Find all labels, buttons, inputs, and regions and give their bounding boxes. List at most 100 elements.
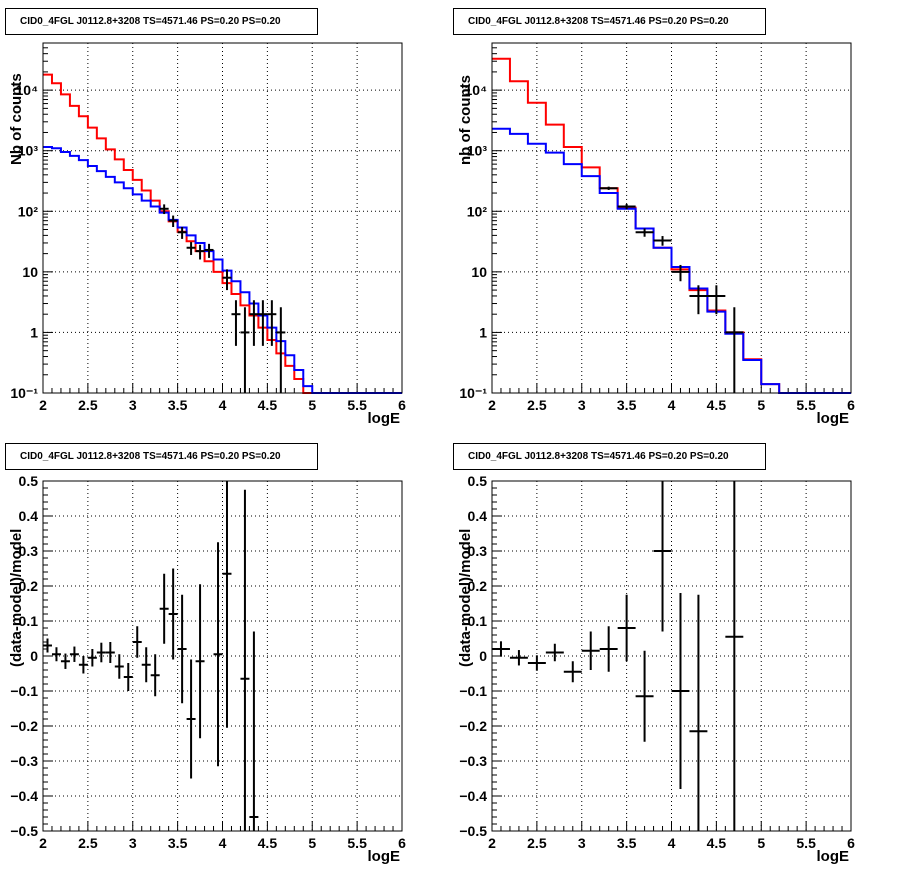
- y-tick-label: 10: [22, 264, 38, 280]
- data-point: [617, 203, 636, 210]
- y-tick-label: 0.1: [19, 613, 39, 629]
- plot-frame: [42, 480, 403, 832]
- x-tick-label: 2.5: [78, 835, 98, 851]
- plot-frame: [491, 480, 852, 832]
- x-tick-label: 4.5: [707, 397, 727, 413]
- chart-panel-2: 2 2.5 3 3.5 4 4.5 5 5.5 6 10⁻¹ 1 10 10² 10³ 10⁴: [459, 42, 855, 413]
- x-tick-label: 5: [757, 835, 765, 851]
- y-tick-label: −0.1: [10, 683, 38, 699]
- y-tick-label: −0.4: [459, 788, 487, 804]
- y-tick-label: 10²: [467, 203, 488, 219]
- data-point: [689, 285, 708, 315]
- y-tick-label: −0.5: [10, 823, 38, 839]
- x-tick-label: 3: [578, 835, 586, 851]
- data-point: [132, 626, 142, 658]
- y-tick-label: −0.3: [10, 753, 38, 769]
- data-point: [43, 638, 52, 653]
- x-axis-title: logE: [816, 848, 850, 865]
- x-tick-label: 2.5: [78, 397, 98, 413]
- data-point: [249, 631, 259, 831]
- data-point: [186, 659, 196, 779]
- data-point: [222, 269, 232, 291]
- data-point: [141, 647, 151, 683]
- data-point: [581, 631, 600, 670]
- x-axis-title: logE: [816, 410, 850, 427]
- data-point: [123, 663, 133, 691]
- x-tick-label: 4.5: [707, 835, 727, 851]
- x-axis-title: logE: [367, 410, 401, 427]
- chart-panel-3: 2 2.5 3 3.5 4 4.5 5 5.5 6 −0.5 −0.4 −0.3 −0.2 −0.1 0 0.…: [10, 473, 406, 851]
- x-tick-label: 3.5: [168, 835, 188, 851]
- data-point: [96, 642, 106, 663]
- histogram-series-2: [43, 146, 402, 394]
- x-tick-label: 3.5: [617, 397, 637, 413]
- data-point: [635, 650, 654, 742]
- x-tick-label: 4: [668, 397, 676, 413]
- plot-frame: [491, 42, 852, 394]
- x-tick-label: 4.5: [258, 835, 278, 851]
- x-tick-label: 6: [398, 835, 406, 851]
- data-point: [222, 481, 232, 728]
- x-tick-label: 2: [488, 835, 496, 851]
- data-point: [168, 215, 178, 228]
- y-axis-title: (data-model)/model: [457, 528, 474, 667]
- y-tick-label: 10²: [18, 203, 39, 219]
- y-tick-label: 10⁴: [16, 82, 39, 98]
- x-tick-label: 5: [308, 835, 316, 851]
- plot-area: [43, 43, 402, 393]
- chart-title: CID0_4FGL J0112.8+3208 TS=4571.46 PS=0.2…: [453, 8, 766, 35]
- x-tick-label: 2: [39, 397, 47, 413]
- data-point: [267, 300, 277, 346]
- x-tick-label: 2: [488, 397, 496, 413]
- data-point: [51, 647, 61, 662]
- data-point: [599, 626, 618, 672]
- data-point: [114, 654, 124, 679]
- data-point: [545, 643, 564, 662]
- data-point: [87, 649, 97, 667]
- plot-frame: [42, 42, 403, 394]
- data-point: [231, 300, 241, 346]
- y-axis-title: Nb of counts: [8, 73, 25, 165]
- y-tick-label: 0.4: [468, 508, 488, 524]
- chart-panel-4: 2 2.5 3 3.5 4 4.5 5 5.5 6 −0.5 −0.4 −0.3 −0.2 −0.1 0 0.…: [459, 473, 855, 851]
- chart-title: CID0_4FGL J0112.8+3208 TS=4571.46 PS=0.2…: [5, 443, 318, 470]
- x-tick-label: 3: [129, 835, 137, 851]
- x-tick-label: 6: [847, 835, 855, 851]
- x-tick-label: 5.5: [347, 835, 367, 851]
- data-point: [69, 646, 79, 662]
- x-tick-label: 2: [39, 835, 47, 851]
- data-point: [186, 242, 196, 255]
- y-tick-label: 0.4: [19, 508, 39, 524]
- data-point: [527, 655, 546, 671]
- data-point: [599, 186, 618, 190]
- y-tick-label: 0.1: [468, 613, 488, 629]
- plot-area: [43, 481, 402, 831]
- y-tick-label: 1: [479, 324, 487, 340]
- x-tick-label: 2.5: [527, 397, 547, 413]
- histogram-series-2: [492, 127, 851, 394]
- data-point: [213, 542, 223, 767]
- data-point: [671, 264, 690, 282]
- data-point: [689, 594, 708, 831]
- chart-title: CID0_4FGL J0112.8+3208 TS=4571.46 PS=0.2…: [453, 443, 766, 470]
- data-point: [240, 489, 250, 831]
- data-point: [258, 300, 268, 346]
- data-point: [177, 227, 187, 239]
- data-point: [635, 228, 654, 237]
- plot-area: [492, 43, 851, 393]
- data-point: [653, 481, 672, 632]
- y-tick-label: 10⁻¹: [459, 385, 487, 401]
- x-axis-title: logE: [367, 848, 401, 865]
- data-point: [78, 656, 88, 674]
- data-point: [204, 243, 214, 258]
- y-tick-label: −0.3: [459, 753, 487, 769]
- data-point: [725, 307, 744, 393]
- y-tick-label: 0: [479, 648, 487, 664]
- data-point: [195, 244, 205, 260]
- data-point: [563, 661, 582, 683]
- x-tick-label: 5.5: [347, 397, 367, 413]
- x-tick-label: 4: [219, 835, 227, 851]
- y-tick-label: 10⁻¹: [10, 385, 38, 401]
- y-axis-title: nb of counts: [457, 75, 474, 165]
- y-tick-label: 0.5: [468, 473, 488, 489]
